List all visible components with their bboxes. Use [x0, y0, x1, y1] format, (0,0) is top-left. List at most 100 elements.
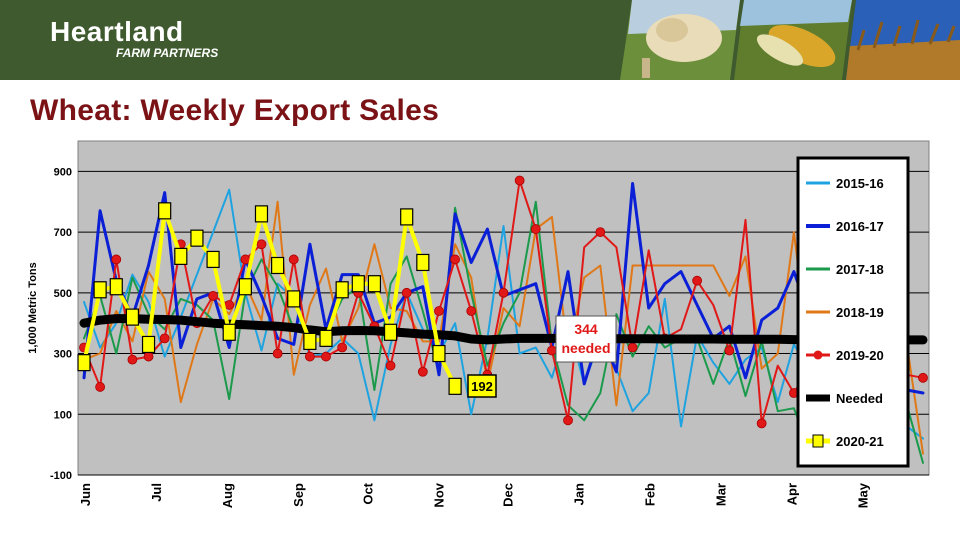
data-point — [143, 351, 154, 362]
data-point — [127, 354, 138, 365]
data-point — [319, 329, 333, 347]
data-point — [303, 332, 317, 350]
needed-callout-box — [555, 315, 617, 363]
data-point — [190, 229, 204, 247]
data-point — [385, 360, 396, 371]
needed-callout: 344 needed — [555, 315, 617, 363]
header-photo-strip — [620, 0, 960, 80]
data-point — [530, 224, 541, 234]
logo-tagline: FARM PARTNERS — [116, 46, 219, 60]
data-point — [256, 239, 267, 250]
data-point — [367, 275, 382, 293]
series-2015-16 — [83, 188, 924, 464]
data-point — [563, 415, 573, 426]
data-point — [351, 275, 365, 293]
needed-callout-value: 344 — [574, 321, 598, 337]
data-point — [383, 323, 398, 341]
data-point — [416, 253, 430, 272]
data-point — [337, 342, 348, 353]
data-point — [321, 351, 331, 362]
data-point — [547, 345, 557, 356]
legend-item-needed: Needed — [806, 391, 883, 406]
data-point — [595, 227, 606, 237]
data-point — [498, 287, 509, 298]
data-point — [109, 278, 123, 296]
series-2020-21 — [77, 202, 462, 395]
y-tick-label: 300 — [54, 349, 72, 361]
data-point — [466, 306, 477, 316]
x-tick-label: Aug — [220, 483, 235, 508]
data-point — [206, 250, 220, 269]
latest-value-callout: 192 — [467, 374, 497, 398]
x-tick-label: Nov — [431, 482, 446, 507]
data-point — [434, 306, 444, 316]
y-tick-label: 100 — [54, 409, 72, 421]
data-point — [756, 418, 767, 429]
logo-wordmark: Heartland — [50, 16, 184, 47]
x-axis-month-labels: Jun Jul Aug Sep Oct Nov Dec Jan Feb Mar Apr May — [78, 482, 871, 508]
legend: 2015-16 2016-17 2017-18 2018-19 2019-20 Neede… — [796, 156, 910, 468]
legend-label: 2018-19 — [836, 305, 884, 320]
cow-photo — [620, 0, 740, 80]
data-point — [432, 344, 446, 363]
x-tick-label: Feb — [643, 483, 658, 506]
data-point — [95, 382, 106, 392]
series-line — [83, 200, 924, 464]
data-point — [692, 275, 703, 286]
x-tick-label: Apr — [785, 483, 800, 505]
series-2017-18 — [83, 200, 924, 464]
data-point — [448, 377, 462, 395]
x-tick-label: Sep — [291, 483, 306, 507]
data-point — [111, 254, 122, 265]
legend-label: 2015-16 — [836, 176, 884, 191]
legend-item-2018-19: 2018-19 — [806, 305, 884, 320]
data-point — [400, 208, 414, 226]
legend-label: 2019-20 — [836, 348, 884, 363]
data-point — [222, 323, 236, 341]
data-point — [288, 254, 299, 265]
data-point — [272, 348, 283, 359]
data-point — [401, 287, 412, 298]
legend-label: 2016-17 — [836, 219, 884, 234]
y-axis-label: 1,000 Metric Tons — [27, 262, 39, 354]
data-point — [240, 254, 251, 265]
y-tick-label: -100 — [50, 470, 72, 482]
x-tick-label: Jul — [149, 483, 164, 502]
data-point — [238, 278, 252, 296]
series-line — [83, 188, 924, 464]
x-tick-label: May — [856, 482, 871, 508]
data-point — [724, 345, 735, 356]
data-point — [514, 175, 525, 186]
legend-label: 2017-18 — [836, 262, 884, 277]
data-point — [287, 290, 301, 308]
y-tick-label: 700 — [54, 227, 72, 239]
soybean-field-photo — [846, 0, 960, 80]
data-point — [158, 202, 172, 220]
data-point — [304, 351, 315, 362]
legend-item-2017-18: 2017-18 — [806, 262, 884, 277]
data-point — [141, 335, 156, 354]
legend-item-2016-17: 2016-17 — [806, 219, 884, 234]
legend-swatch-marker — [813, 350, 823, 360]
data-point — [417, 366, 428, 377]
y-tick-label: 500 — [54, 288, 72, 300]
data-point — [77, 354, 91, 372]
data-point — [174, 247, 188, 265]
x-tick-label: Jun — [78, 483, 93, 506]
company-logo: Heartland FARM PARTNERS — [50, 16, 219, 61]
x-tick-label: Mar — [714, 483, 729, 506]
data-point — [224, 300, 235, 310]
latest-value-box — [467, 374, 497, 398]
data-point — [125, 308, 140, 326]
data-point — [208, 290, 218, 301]
x-tick-label: Jan — [572, 483, 587, 505]
data-point — [627, 342, 638, 353]
legend-label: Needed — [836, 391, 883, 406]
data-point — [93, 281, 107, 299]
data-point — [271, 256, 285, 275]
data-point — [254, 205, 269, 223]
legend-label: 2020-21 — [836, 434, 884, 449]
legend-items: 2015-16 2016-17 2017-18 2018-19 2019-20 Neede… — [806, 176, 884, 449]
data-point — [335, 281, 349, 299]
